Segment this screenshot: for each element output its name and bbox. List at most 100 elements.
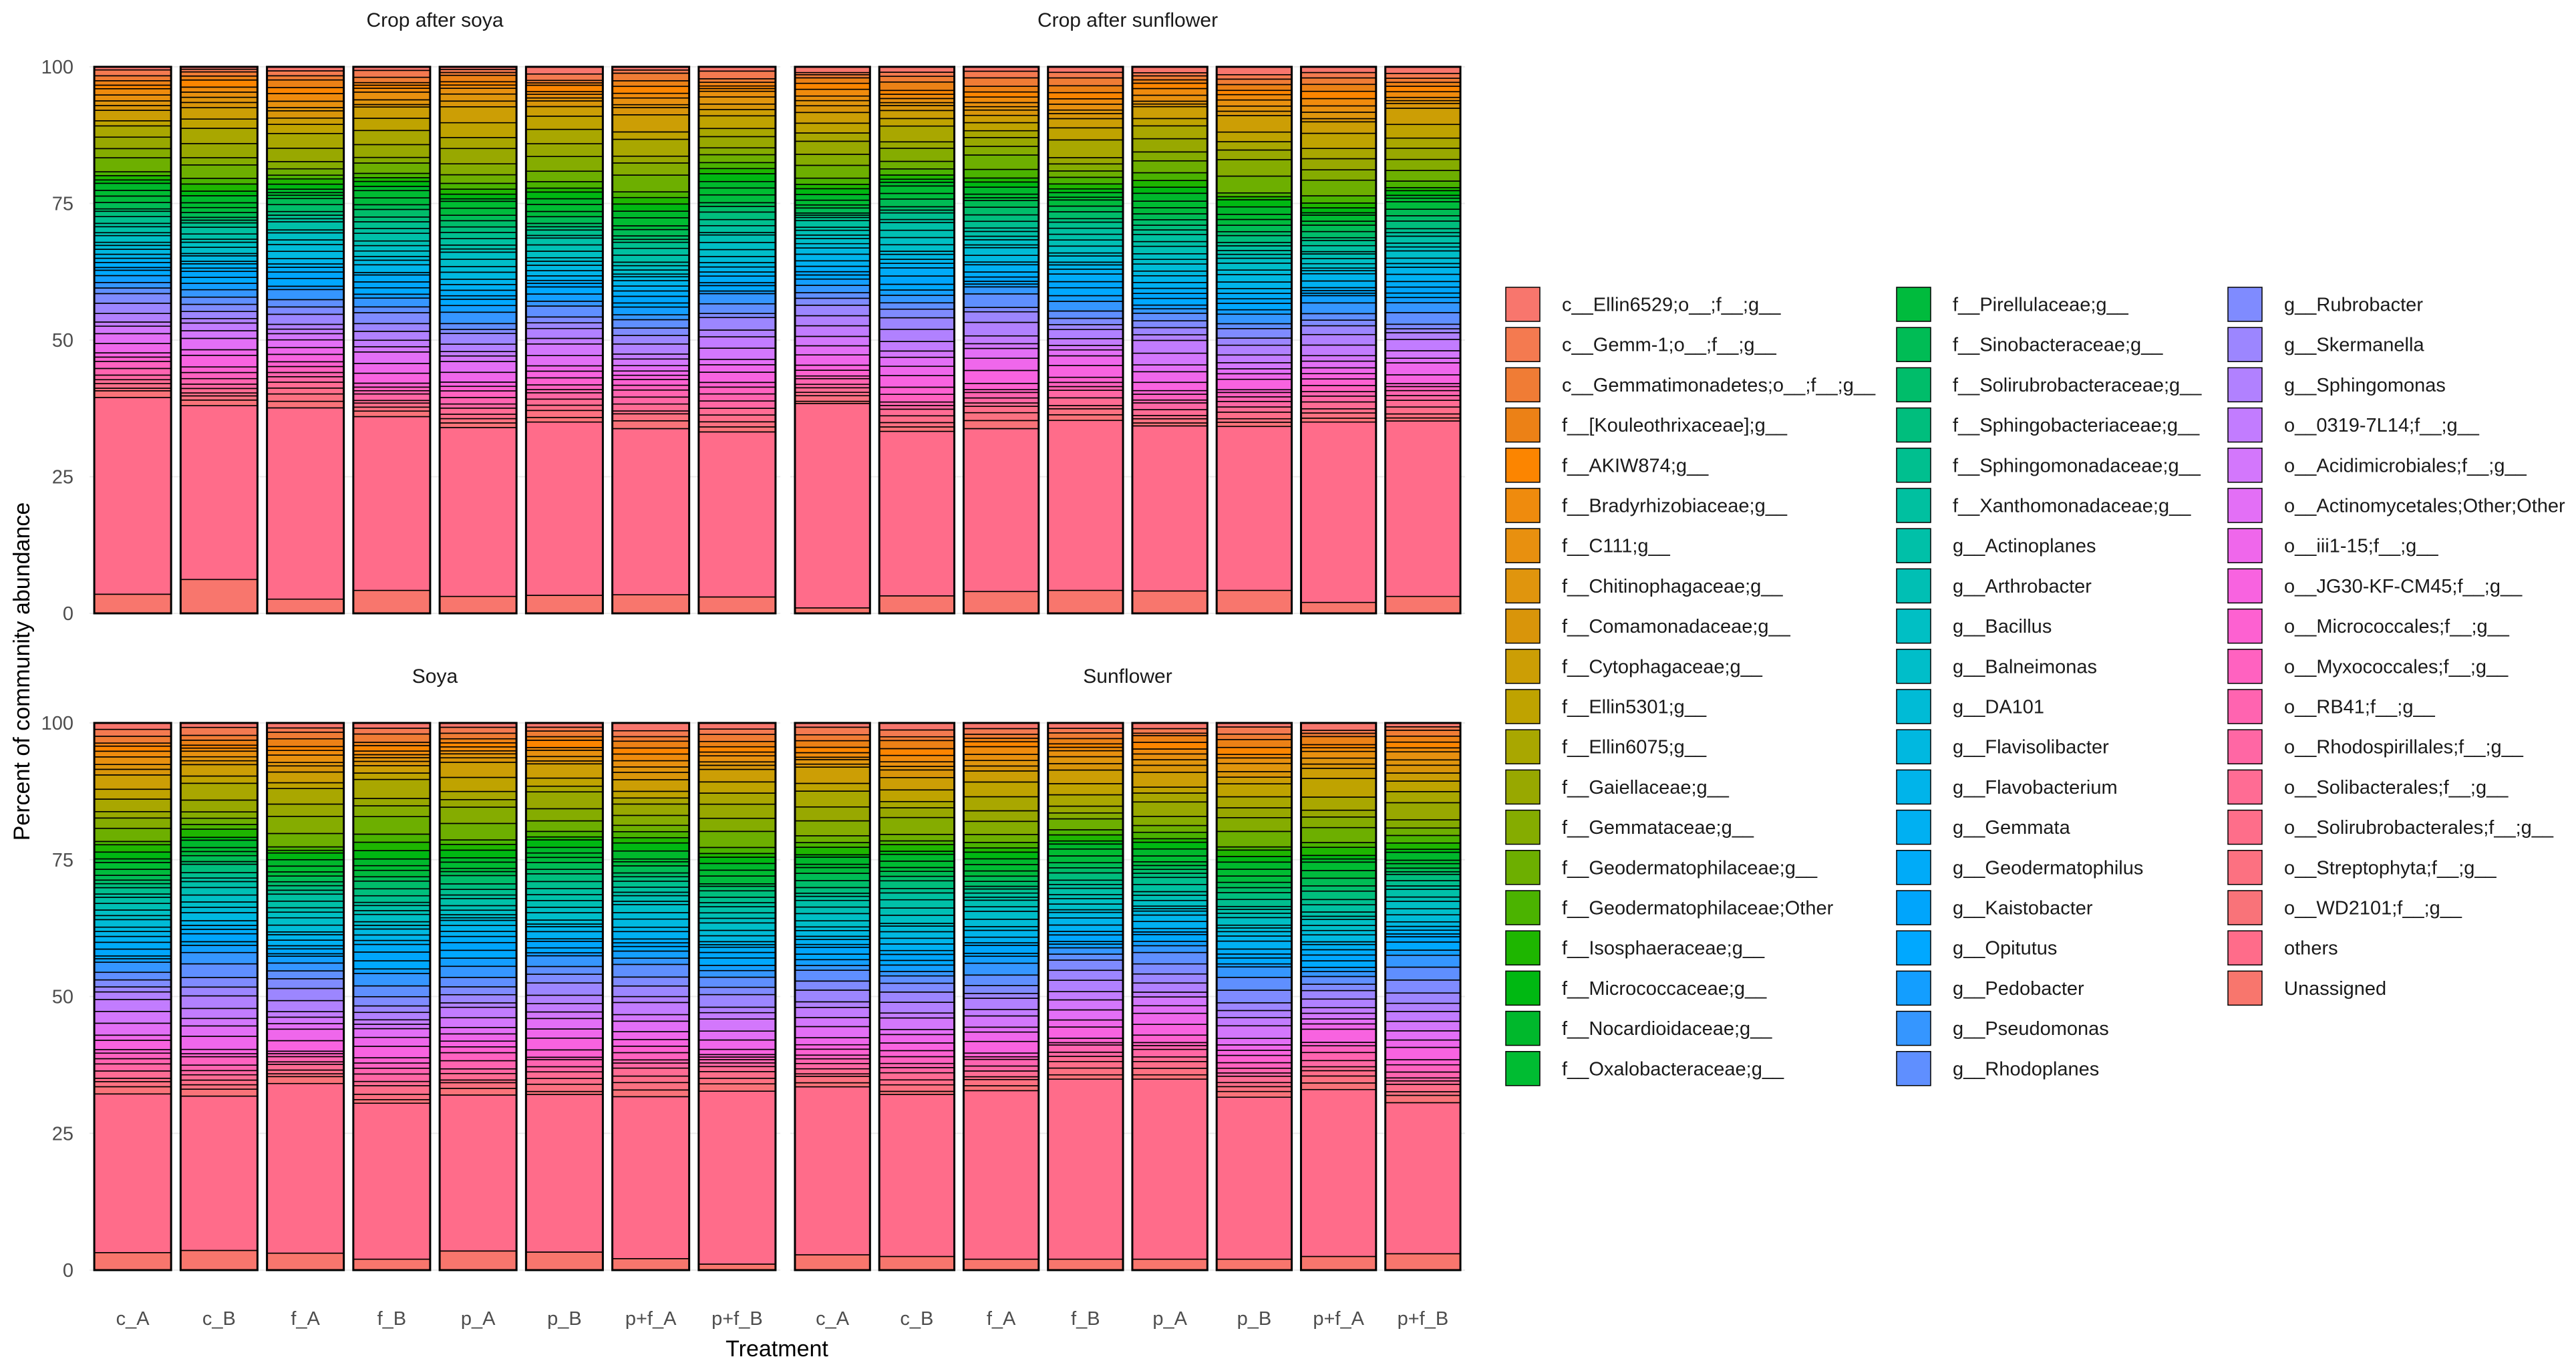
bar-segment <box>353 208 431 218</box>
bar-segment <box>698 285 776 292</box>
bar-segment <box>1300 1075 1377 1084</box>
bar-segment <box>439 220 517 228</box>
bar-segment <box>1300 1023 1377 1030</box>
bar-segment <box>266 174 345 180</box>
bar-segment <box>963 985 1039 994</box>
bar-segment <box>266 210 345 216</box>
bar-segment <box>353 406 431 412</box>
bar-segment <box>1216 354 1293 363</box>
bar-segment <box>878 110 955 120</box>
bar-segment <box>878 229 955 239</box>
bar-outline <box>1299 722 1378 1271</box>
bar-segment <box>180 839 259 849</box>
bar-segment <box>439 188 517 195</box>
bar-segment <box>94 245 172 250</box>
bar-segment <box>180 1084 259 1090</box>
bar-segment <box>180 86 259 93</box>
bar-segment <box>1047 855 1124 864</box>
bar-segment <box>1300 943 1377 951</box>
bar-segment <box>1300 253 1377 259</box>
bar-segment <box>963 1070 1039 1078</box>
bar-segment <box>266 955 345 964</box>
bar-segment <box>353 281 431 289</box>
bar-segment <box>353 351 431 364</box>
bar-segment <box>1047 92 1124 100</box>
bar-segment <box>266 803 345 817</box>
bar-segment <box>266 962 345 971</box>
bar-segment <box>963 1065 1039 1072</box>
bar-segment <box>963 86 1039 93</box>
legend-label: f__Sinobacteraceae;g__ <box>1953 335 2163 356</box>
bar-segment <box>611 358 690 367</box>
bar-segment <box>698 115 776 130</box>
bar-segment <box>525 261 604 266</box>
bar-segment <box>698 414 776 423</box>
bar-segment <box>1300 768 1377 779</box>
bar-segment <box>963 428 1039 593</box>
bar-segment <box>1216 231 1293 237</box>
legend-key <box>1896 327 1931 362</box>
bar-segment <box>794 965 871 971</box>
bar-segment <box>1216 1054 1293 1064</box>
bar-segment <box>878 118 955 127</box>
bar-segment <box>1132 792 1209 803</box>
bar-outline <box>179 722 259 1271</box>
legend-key <box>2227 568 2263 604</box>
bar-segment <box>353 416 431 591</box>
bar-segment <box>1384 201 1461 210</box>
bar-segment <box>794 253 871 262</box>
bar-segment <box>1216 1258 1293 1271</box>
bar-segment <box>94 961 172 973</box>
legend-key <box>1505 1051 1541 1086</box>
bar-segment <box>180 271 259 278</box>
legend-label: f__Chitinophagaceae;g__ <box>1562 576 1783 597</box>
bar-segment <box>1300 890 1377 901</box>
bar-segment <box>1300 911 1377 917</box>
bar-segment <box>794 913 871 921</box>
bar-segment <box>525 210 604 218</box>
bar-segment <box>1300 877 1377 887</box>
bar-segment <box>1216 948 1293 955</box>
legend-item: g__DA101 <box>1896 689 2044 724</box>
bar-segment <box>698 792 776 805</box>
bar-segment <box>94 1022 172 1036</box>
bar-segment <box>266 1016 345 1024</box>
bar-segment <box>611 976 690 987</box>
bar-segment <box>94 1086 172 1095</box>
bar-segment <box>794 1017 871 1028</box>
bar-segment <box>1384 328 1461 333</box>
bar-segment <box>611 174 690 192</box>
bar-segment <box>94 202 172 210</box>
bar-segment <box>439 355 517 362</box>
bar-segment <box>611 779 690 792</box>
bar-segment <box>439 200 517 209</box>
bar-segment <box>878 341 955 352</box>
bar-segment <box>794 1037 871 1046</box>
bar-segment <box>611 747 690 755</box>
bar-segment <box>963 1058 1039 1067</box>
bar-segment <box>611 753 690 762</box>
bar-segment <box>878 329 955 342</box>
bar-segment <box>963 1078 1039 1086</box>
bar-segment <box>353 144 431 158</box>
bar-segment <box>963 247 1039 256</box>
bar-segment <box>525 763 604 779</box>
bar-segment <box>94 88 172 96</box>
bar-segment <box>353 204 431 210</box>
legend-item: f__Gaiellaceae;g__ <box>1505 769 1730 805</box>
bar-segment <box>611 1031 690 1040</box>
bar-segment <box>353 1102 431 1260</box>
bar-segment <box>266 271 345 279</box>
bar-segment <box>1216 84 1293 92</box>
legend-item: c__Gemm-1;o__;f__;g__ <box>1505 327 1777 362</box>
bar-segment <box>1047 732 1124 740</box>
bar-segment <box>1047 264 1124 270</box>
bar-segment <box>525 1011 604 1020</box>
bar-segment <box>878 1072 955 1081</box>
y-tick-label: 0 <box>63 1260 73 1281</box>
bar-segment <box>1216 1076 1293 1084</box>
bar-segment <box>1216 1062 1293 1069</box>
bar-segment <box>878 834 955 842</box>
bar-outline <box>1047 722 1124 1271</box>
